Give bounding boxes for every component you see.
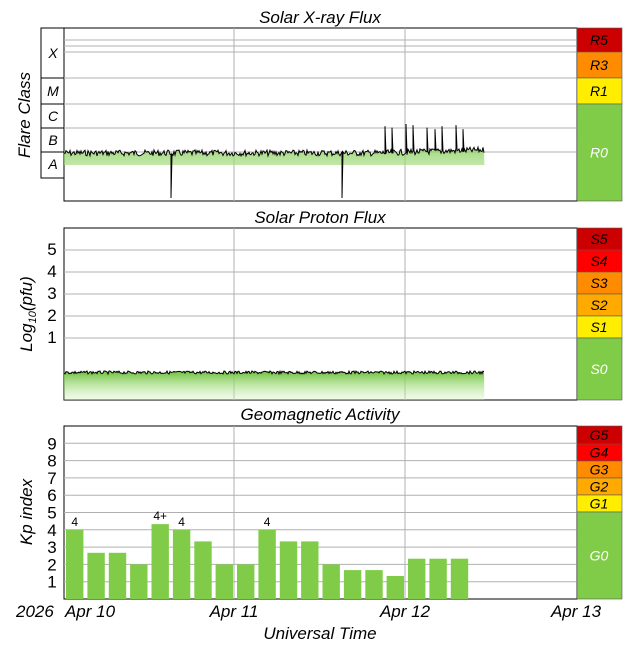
kp-bar xyxy=(130,564,148,599)
geomag-scale-label-g2: G2 xyxy=(590,479,609,495)
xray-scale-label-r1: R1 xyxy=(590,83,608,99)
xray-class-column: X M C B A xyxy=(40,27,65,179)
proton-tick-3: 3 xyxy=(47,284,56,303)
kp-bar-value-label: 4+ xyxy=(153,509,167,523)
proton-tick-4: 4 xyxy=(47,262,56,281)
proton-title: Solar Proton Flux xyxy=(254,208,386,227)
kp-bars: 4 4+ 4 4 xyxy=(66,509,469,599)
kp-bar xyxy=(322,564,340,599)
kp-bar xyxy=(215,564,233,599)
xray-ylabel: Flare Class xyxy=(15,72,34,158)
geomag-scale-g0 xyxy=(576,511,623,600)
geomag-scale-label-g5: G5 xyxy=(590,427,609,443)
xray-plot-area xyxy=(63,27,578,202)
proton-tick-5: 5 xyxy=(47,240,56,259)
xray-class-label-a: A xyxy=(47,156,57,172)
kp-bar xyxy=(258,529,276,599)
proton-scale-label-s1: S1 xyxy=(590,319,607,335)
kp-bar xyxy=(87,552,105,599)
xray-radio-scale: R5 R3 R1 R0 xyxy=(576,27,623,202)
proton-tick-2: 2 xyxy=(47,306,56,325)
proton-scale-label-s4: S4 xyxy=(590,253,607,269)
kp-bar xyxy=(151,524,169,599)
kp-bar xyxy=(108,552,127,599)
time-tick-apr-13: Apr 13 xyxy=(550,602,602,621)
kp-bar xyxy=(194,541,212,599)
geomag-scale-label-g1: G1 xyxy=(590,496,609,512)
xray-scale-label-r5: R5 xyxy=(590,32,608,48)
kp-bar xyxy=(237,564,255,599)
proton-scale-label-s3: S3 xyxy=(590,275,607,291)
proton-ylabel-main: Log xyxy=(17,323,36,352)
proton-storm-scale: S5 S4 S3 S2 S1 S0 xyxy=(576,227,623,401)
kp-tick-3: 3 xyxy=(47,538,56,557)
time-tick-apr-11: Apr 11 xyxy=(209,602,259,621)
kp-tick-8: 8 xyxy=(47,452,56,471)
kp-bar xyxy=(386,576,404,599)
proton-scale-label-s5: S5 xyxy=(590,231,607,247)
kp-bar xyxy=(408,558,426,599)
kp-tick-1: 1 xyxy=(47,573,56,592)
kp-bar xyxy=(301,541,319,599)
geomag-plot-area: 4 4+ 4 4 xyxy=(63,425,578,600)
kp-bar xyxy=(429,558,447,599)
kp-bar-value-label: 4 xyxy=(178,515,185,529)
kp-bar xyxy=(172,529,191,599)
kp-tick-5: 5 xyxy=(47,504,56,523)
kp-bar xyxy=(450,558,469,599)
proton-plot-area xyxy=(63,227,578,401)
proton-scale-label-s2: S2 xyxy=(590,297,607,313)
xray-flux-fill xyxy=(64,124,485,198)
xaxis-label: Universal Time xyxy=(263,624,376,643)
geomag-title: Geomagnetic Activity xyxy=(240,405,401,424)
xray-class-label-b: B xyxy=(48,132,57,148)
proton-ylabel: Log10(pfu) xyxy=(17,276,39,352)
proton-scale-label-s0: S0 xyxy=(590,361,607,377)
proton-tick-1: 1 xyxy=(47,328,56,347)
geomag-ylabel: Kp index xyxy=(17,478,36,545)
kp-tick-6: 6 xyxy=(47,486,56,505)
proton-flux-fill xyxy=(64,371,485,400)
xray-class-label-x: X xyxy=(47,45,58,61)
kp-bar xyxy=(365,570,383,599)
kp-bar xyxy=(343,570,362,599)
xray-class-label-c: C xyxy=(48,108,59,124)
proton-y-ticks: 5 4 3 2 1 xyxy=(47,240,56,347)
kp-tick-4: 4 xyxy=(47,521,56,540)
kp-bar-value-label: 4 xyxy=(71,515,78,529)
kp-tick-2: 2 xyxy=(47,555,56,574)
time-tick-apr-12: Apr 12 xyxy=(379,602,431,621)
kp-tick-9: 9 xyxy=(47,434,56,453)
xray-class-label-m: M xyxy=(47,83,59,99)
proton-ylabel-sub: 10 xyxy=(27,310,39,323)
kp-bar xyxy=(279,541,298,599)
proton-flux-line xyxy=(63,369,485,376)
kp-bar-value-label: 4 xyxy=(264,515,271,529)
geomag-scale-label-g4: G4 xyxy=(590,445,609,461)
xray-scale-label-r3: R3 xyxy=(590,57,608,73)
geomag-scale-label-g3: G3 xyxy=(590,462,609,478)
geomag-scale-label-g0: G0 xyxy=(590,548,609,564)
year-label: 2026 xyxy=(15,602,54,621)
xray-scale-r3 xyxy=(576,51,623,79)
xray-scale-label-r0: R0 xyxy=(590,145,608,161)
time-tick-apr-10: Apr 10 xyxy=(64,602,116,621)
proton-scale-s0 xyxy=(576,337,623,401)
xray-title: Solar X-ray Flux xyxy=(259,8,381,27)
xray-flux-line xyxy=(63,123,485,199)
kp-bar xyxy=(66,529,84,599)
xray-scale-r0 xyxy=(576,103,623,202)
kp-tick-7: 7 xyxy=(47,469,56,488)
proton-ylabel-unit: (pfu) xyxy=(17,276,36,311)
